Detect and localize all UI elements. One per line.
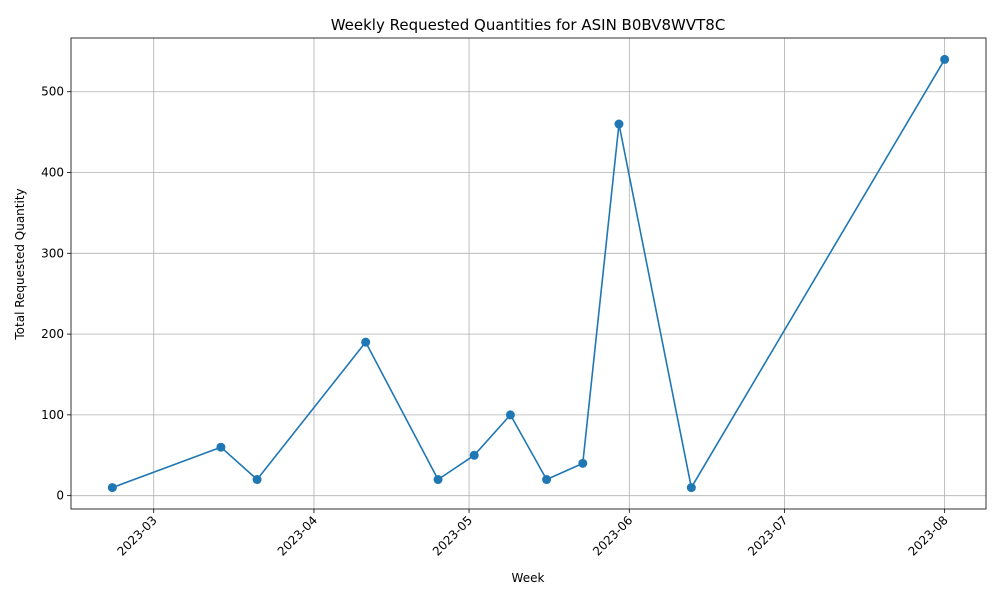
y-tick-label: 0 <box>56 489 64 503</box>
data-point <box>940 54 950 64</box>
data-point <box>578 458 588 468</box>
y-tick-label: 100 <box>41 408 64 422</box>
chart-title: Weekly Requested Quantities for ASIN B0B… <box>331 16 726 34</box>
plot-frame <box>70 37 987 510</box>
grid-lines <box>71 38 986 509</box>
data-point <box>542 475 552 485</box>
y-axis-label: Total Requested Quantity <box>13 188 27 340</box>
y-axis-ticks: 0 100 200 300 400 500 <box>41 85 71 503</box>
y-tick-label: 400 <box>41 166 64 180</box>
y-tick-label: 500 <box>41 85 64 99</box>
data-point <box>107 483 117 493</box>
data-point <box>361 337 371 347</box>
series-layer <box>107 54 950 493</box>
data-point <box>433 475 443 485</box>
series-line <box>112 59 946 489</box>
y-tick-label: 300 <box>41 246 64 260</box>
data-point <box>216 442 226 452</box>
x-axis-label: Week <box>512 571 545 585</box>
data-point <box>469 450 479 460</box>
data-point <box>252 475 262 485</box>
y-tick-label: 200 <box>41 327 64 341</box>
data-point <box>686 483 696 493</box>
data-point <box>614 119 624 129</box>
data-point <box>505 410 515 420</box>
